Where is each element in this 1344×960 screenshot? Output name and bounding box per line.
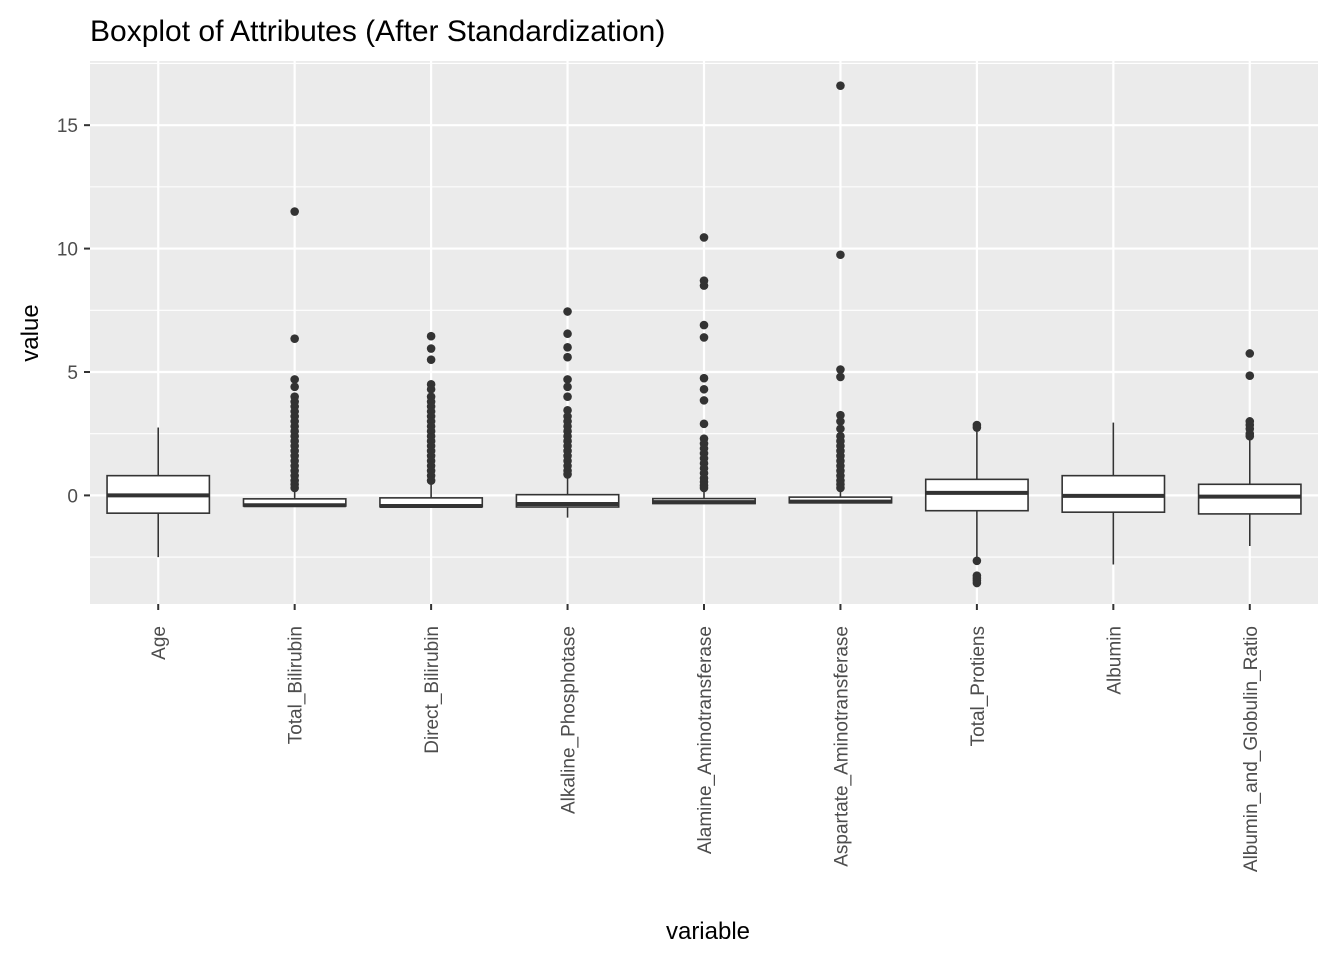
- x-tick-label: Age: [149, 626, 170, 660]
- outlier-point: [426, 344, 436, 353]
- outlier-point: [699, 396, 709, 405]
- outlier-point: [972, 423, 982, 432]
- outlier-point: [426, 384, 436, 394]
- y-tick-label: 5: [67, 363, 78, 384]
- outlier-point: [563, 470, 572, 479]
- outlier-point: [426, 355, 436, 364]
- outlier-point: [563, 329, 572, 339]
- outlier-point: [290, 334, 299, 343]
- outlier-point: [563, 392, 572, 401]
- x-tick-label: Albumin_and_Globulin_Ratio: [1241, 626, 1262, 872]
- box-iqr: [1197, 483, 1302, 515]
- outlier-point: [563, 307, 572, 316]
- x-tick-label: Albumin: [1104, 626, 1125, 695]
- x-tick-label: Total_Protiens: [968, 626, 989, 746]
- outlier-point: [1245, 349, 1255, 358]
- box-iqr: [924, 478, 1029, 512]
- outlier-point: [836, 81, 845, 90]
- box-Aspartate_Aminotransferase: [788, 81, 893, 504]
- outlier-point: [972, 578, 982, 588]
- box-Total_Bilirubin: [242, 207, 347, 508]
- box-Alkaline_Phosphotase: [515, 307, 620, 518]
- outlier-point: [972, 556, 982, 566]
- box-Alamine_Aminotransferase: [652, 233, 756, 505]
- y-axis-title: value: [17, 304, 44, 361]
- outlier-point: [290, 207, 299, 216]
- outlier-point: [1245, 371, 1255, 380]
- y-tick-label: 15: [57, 116, 78, 137]
- box-Albumin: [1061, 422, 1166, 565]
- outlier-point: [290, 483, 299, 493]
- boxes-layer: [106, 81, 1302, 588]
- outlier-point: [699, 483, 709, 493]
- box-Albumin_and_Globulin_Ratio: [1197, 349, 1302, 546]
- outlier-point: [1245, 431, 1255, 441]
- x-tick-label: Alamine_Aminotransferase: [695, 626, 716, 854]
- y-axis: 0 5 10 15: [57, 116, 90, 507]
- outlier-point: [290, 382, 299, 392]
- box-Total_Protiens: [924, 420, 1029, 588]
- box-Direct_Bilirubin: [379, 331, 484, 509]
- y-tick-label: 10: [57, 240, 78, 261]
- outlier-point: [563, 382, 572, 392]
- outlier-point: [699, 320, 709, 330]
- outlier-point: [699, 419, 709, 429]
- outlier-point: [699, 373, 709, 383]
- outlier-point: [836, 417, 845, 426]
- outlier-point: [699, 233, 709, 242]
- outlier-point: [563, 343, 572, 352]
- outlier-point: [699, 333, 709, 342]
- outlier-point: [563, 375, 572, 384]
- outlier-point: [836, 250, 845, 260]
- outlier-point: [563, 405, 572, 415]
- outlier-point: [836, 365, 845, 374]
- outlier-point: [426, 331, 436, 341]
- outlier-point: [563, 352, 572, 362]
- outlier-point: [699, 384, 709, 394]
- outlier-point: [426, 476, 436, 485]
- outlier-point: [699, 281, 709, 290]
- outlier-point: [836, 483, 845, 493]
- outlier-point: [836, 424, 845, 434]
- box-Age: [106, 427, 211, 558]
- outlier-point: [836, 372, 845, 382]
- x-tick-label: Total_Bilirubin: [286, 626, 307, 744]
- x-tick-label: Direct_Bilirubin: [422, 626, 443, 754]
- x-axis-title: variable: [666, 918, 750, 945]
- x-tick-label: Alkaline_Phosphotase: [559, 626, 580, 814]
- grid-lines: [90, 61, 1318, 604]
- x-axis: Age Total_Bilirubin Direct_Bilirubin Alkali…: [149, 604, 1262, 872]
- x-tick-label: Aspartate_Aminotransferase: [831, 626, 852, 867]
- outlier-point: [836, 410, 845, 420]
- chart-title: Boxplot of Attributes (After Standardiza…: [90, 15, 665, 48]
- outlier-point: [290, 375, 299, 384]
- y-tick-label: 0: [67, 486, 78, 507]
